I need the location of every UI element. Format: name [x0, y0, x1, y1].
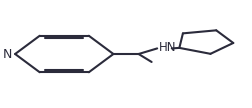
Text: N: N	[3, 48, 12, 60]
Text: HN: HN	[159, 41, 176, 54]
